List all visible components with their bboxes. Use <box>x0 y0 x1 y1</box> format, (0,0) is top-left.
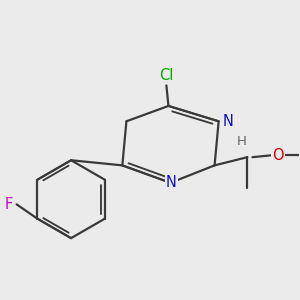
Text: O: O <box>272 148 284 163</box>
Text: H: H <box>236 135 246 148</box>
Text: F: F <box>4 197 13 212</box>
Text: N: N <box>223 114 234 129</box>
Text: Cl: Cl <box>159 68 174 83</box>
Text: N: N <box>166 175 177 190</box>
